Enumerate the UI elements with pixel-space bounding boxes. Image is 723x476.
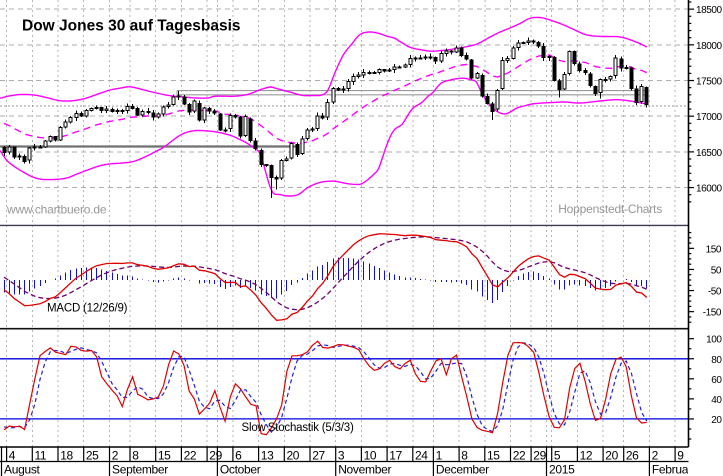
svg-text:11: 11 — [35, 448, 47, 462]
svg-text:-150: -150 — [703, 308, 722, 319]
svg-text:15: 15 — [158, 448, 171, 462]
svg-text:150: 150 — [706, 244, 722, 255]
svg-text:1: 1 — [436, 448, 443, 462]
svg-text:8: 8 — [461, 448, 468, 462]
svg-text:4: 4 — [9, 448, 16, 462]
svg-text:3: 3 — [338, 448, 345, 462]
svg-text:100: 100 — [706, 335, 722, 346]
svg-text:17500: 17500 — [696, 77, 722, 88]
svg-text:17: 17 — [389, 448, 402, 462]
svg-text:18000: 18000 — [696, 41, 722, 52]
svg-text:6: 6 — [235, 448, 242, 462]
svg-text:13: 13 — [261, 448, 274, 462]
svg-text:Slow Stochastik (5/3/3): Slow Stochastik (5/3/3) — [242, 422, 354, 434]
svg-text:22: 22 — [513, 448, 526, 462]
svg-text:November: November — [338, 462, 391, 476]
svg-text:20: 20 — [287, 448, 300, 462]
svg-text:8: 8 — [132, 448, 139, 462]
svg-text:22: 22 — [184, 448, 197, 462]
svg-text:October: October — [220, 462, 261, 476]
svg-text:MACD (12/26/9): MACD (12/26/9) — [47, 302, 128, 314]
svg-text:16000: 16000 — [696, 184, 722, 195]
svg-text:December: December — [436, 462, 489, 476]
svg-text:26: 26 — [626, 448, 639, 462]
svg-text:2015: 2015 — [549, 462, 575, 476]
svg-text:24: 24 — [415, 448, 428, 462]
svg-text:12: 12 — [580, 448, 593, 462]
svg-text:-50: -50 — [708, 287, 722, 298]
svg-text:5: 5 — [554, 448, 561, 462]
svg-text:16500: 16500 — [696, 148, 722, 159]
svg-text:50: 50 — [711, 265, 722, 276]
svg-text:18500: 18500 — [696, 5, 722, 16]
svg-text:August: August — [4, 462, 41, 476]
svg-text:10: 10 — [364, 448, 377, 462]
svg-text:25: 25 — [86, 448, 99, 462]
svg-text:Hoppenstedt-Charts: Hoppenstedt-Charts — [558, 202, 662, 216]
svg-text:80: 80 — [711, 355, 722, 366]
svg-text:20: 20 — [711, 415, 722, 426]
svg-text:60: 60 — [711, 375, 722, 386]
svg-text:27: 27 — [312, 448, 325, 462]
svg-text:www.chartbuero.de: www.chartbuero.de — [6, 203, 107, 217]
svg-text:29: 29 — [209, 448, 222, 462]
svg-text:Februar: Februar — [652, 462, 692, 476]
svg-text:20: 20 — [605, 448, 618, 462]
svg-text:17000: 17000 — [696, 112, 722, 123]
svg-text:40: 40 — [711, 395, 722, 406]
svg-text:2: 2 — [112, 448, 119, 462]
svg-text:29: 29 — [533, 448, 546, 462]
svg-text:18: 18 — [60, 448, 73, 462]
svg-text:9: 9 — [677, 448, 684, 462]
svg-text:15: 15 — [487, 448, 500, 462]
svg-text:September: September — [112, 462, 168, 476]
svg-text:Dow Jones 30 auf Tagesbasis: Dow Jones 30 auf Tagesbasis — [22, 18, 241, 35]
svg-text:2: 2 — [652, 448, 659, 462]
